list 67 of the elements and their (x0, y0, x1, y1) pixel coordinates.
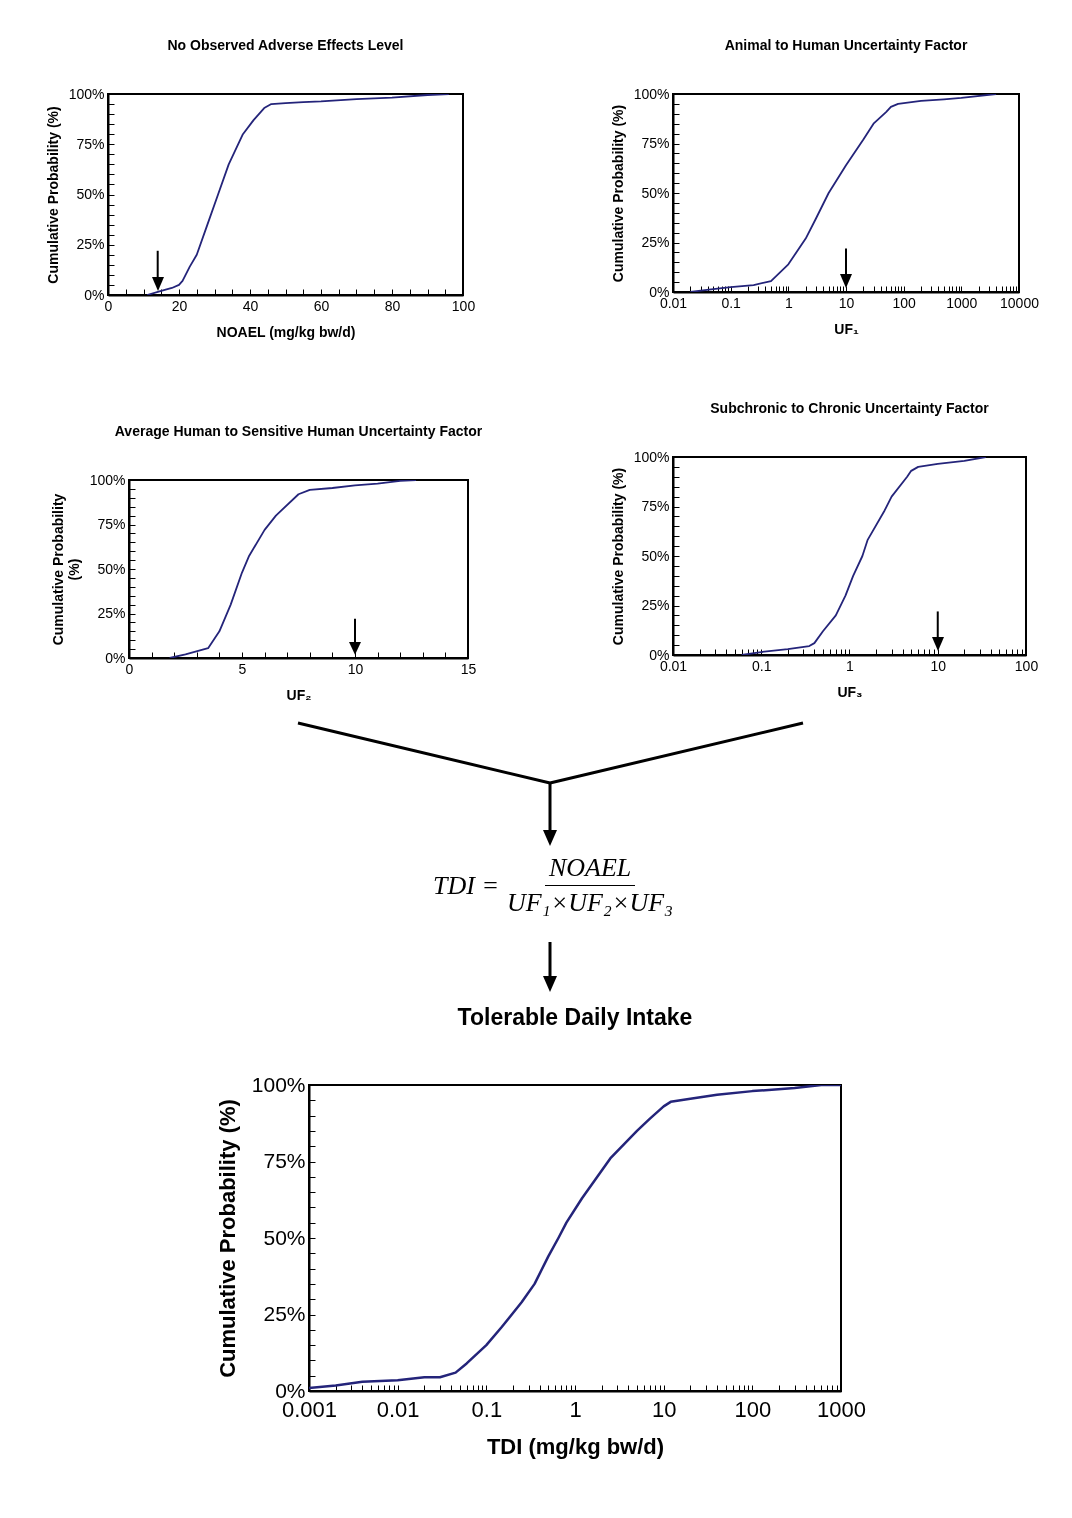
x-tick-label: 100 (734, 1396, 772, 1422)
y-tick-label: 0% (84, 286, 105, 303)
y-tick-label: 25% (263, 1302, 306, 1325)
y-tick-label: 50% (263, 1225, 306, 1249)
chart-title: Average Human to Sensitive Human Uncertainty Factor (114, 423, 483, 439)
x-tick-label: 10 (838, 294, 855, 311)
y-axis-title: Cumulative Probability (%) (609, 104, 626, 283)
x-tick-label: 10 (347, 660, 364, 677)
x-tick-label: 100 (1014, 657, 1039, 674)
y-tick-label: 100% (633, 85, 670, 102)
y-tick-label: 25% (76, 236, 105, 253)
x-tick-label: 0.1 (721, 294, 742, 311)
x-axis-title: NOAEL (mg/kg bw/d) (216, 323, 356, 340)
chart-title: Animal to Human Uncertainty Factor (724, 37, 968, 53)
y-tick-label: 25% (97, 605, 126, 621)
x-tick-label: 10000 (1000, 294, 1040, 311)
x-tick-label: 10 (651, 1396, 677, 1422)
y-tick-label: 25% (641, 234, 670, 250)
x-tick-label: 15 (460, 660, 477, 677)
chart-title: Tolerable Daily Intake (457, 1004, 693, 1030)
x-tick-label: 100 (451, 297, 476, 314)
x-tick-label: 1000 (946, 294, 978, 311)
y-tick-label: 100% (68, 85, 105, 102)
x-tick-label: 0 (125, 660, 134, 677)
text: NOAEL (544, 853, 636, 886)
y-axis-title: Cumulative Probability (%) (49, 493, 82, 646)
x-tick-label: 60 (313, 297, 330, 314)
x-tick-label: 0.1 (752, 657, 772, 674)
x-tick-label: 1 (846, 657, 855, 674)
y-axis-title: Cumulative Probability (%) (44, 106, 61, 284)
text: TDI = (433, 870, 499, 901)
y-tick-label: 75% (641, 498, 670, 514)
y-tick-label: 75% (641, 135, 670, 151)
y-tick-label: 100% (89, 471, 126, 488)
y-tick-label: 50% (97, 560, 126, 577)
x-axis-title: UF₃ (837, 683, 863, 700)
x-tick-label: 100 (892, 294, 917, 311)
x-tick-label: 1 (569, 1396, 582, 1422)
x-tick-label: 80 (384, 297, 401, 314)
chart-title: No Observed Adverse Effects Level (167, 37, 404, 53)
y-tick-label: 50% (76, 186, 105, 202)
x-axis-title: TDI (mg/kg bw/d) (486, 1433, 665, 1459)
y-tick-label: 0% (105, 649, 126, 666)
x-axis-title: UF₂ (286, 686, 312, 703)
text: UF₁×UF₂×UF₃ (505, 887, 675, 918)
y-axis-title: Cumulative Probability (%) (609, 467, 626, 646)
y-tick-label: 75% (263, 1149, 306, 1172)
y-tick-label: 0% (275, 1378, 306, 1402)
x-tick-label: 0 (104, 297, 113, 314)
x-tick-label: 40 (242, 297, 259, 314)
y-tick-label: 100% (633, 448, 670, 465)
x-axis-title: UF₁ (834, 320, 859, 337)
y-tick-label: 75% (76, 135, 105, 152)
y-tick-label: 25% (641, 597, 670, 613)
x-tick-label: 0.1 (471, 1396, 503, 1422)
y-axis-title: Cumulative Probability (%) (214, 1099, 240, 1378)
chart-title: Subchronic to Chronic Uncertainty Factor (710, 400, 990, 416)
y-tick-label: 50% (641, 547, 670, 564)
y-tick-label: 100% (251, 1072, 306, 1096)
y-tick-label: 75% (97, 516, 126, 532)
x-tick-label: 20 (171, 297, 188, 314)
x-tick-label: 1000 (817, 1396, 866, 1422)
x-tick-label: 5 (238, 660, 247, 677)
x-tick-label: 0.01 (376, 1396, 420, 1422)
y-tick-label: 50% (641, 184, 670, 201)
x-tick-label: 10 (930, 657, 947, 674)
x-tick-label: 1 (784, 294, 793, 311)
